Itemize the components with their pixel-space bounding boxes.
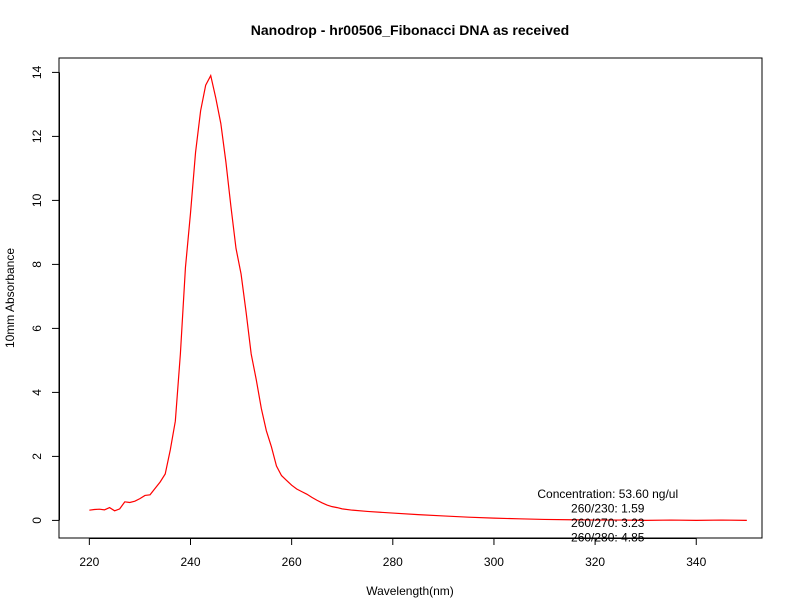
chart-title: Nanodrop - hr00506_Fibonacci DNA as rece… (251, 22, 569, 38)
x-tick-label: 240 (180, 555, 200, 569)
x-tick-label: 220 (79, 555, 99, 569)
y-tick-label: 6 (30, 325, 44, 332)
y-tick-label: 12 (30, 129, 44, 143)
x-tick-label: 280 (383, 555, 403, 569)
y-tick-label: 4 (30, 389, 44, 396)
x-tick-label: 340 (686, 555, 706, 569)
annotation-text: 260/270: 3.23 (571, 516, 645, 530)
y-axis: 0 2 4 6 8 10 12 14 (30, 65, 60, 524)
x-axis-label: Wavelength(nm) (366, 584, 454, 598)
annotation-text: Concentration: 53.60 ng/ul (537, 487, 678, 501)
x-axis: 220 240 260 280 300 320 340 (79, 538, 707, 569)
absorbance-series-line (89, 73, 747, 522)
y-axis-label: 10mm Absorbance (3, 248, 17, 348)
y-tick-label: 0 (30, 517, 44, 524)
x-tick-label: 320 (585, 555, 605, 569)
annotation-text: 260/230: 1.59 (571, 502, 645, 516)
x-tick-label: 260 (282, 555, 302, 569)
y-tick-label: 10 (30, 193, 44, 207)
y-tick-label: 2 (30, 453, 44, 460)
y-tick-label: 14 (30, 65, 44, 79)
series-layer (89, 73, 747, 522)
annotation-text: 260/280: 4.85 (571, 531, 645, 545)
x-tick-label: 300 (484, 555, 504, 569)
plot-frame (58, 57, 763, 539)
y-tick-label: 8 (30, 261, 44, 268)
